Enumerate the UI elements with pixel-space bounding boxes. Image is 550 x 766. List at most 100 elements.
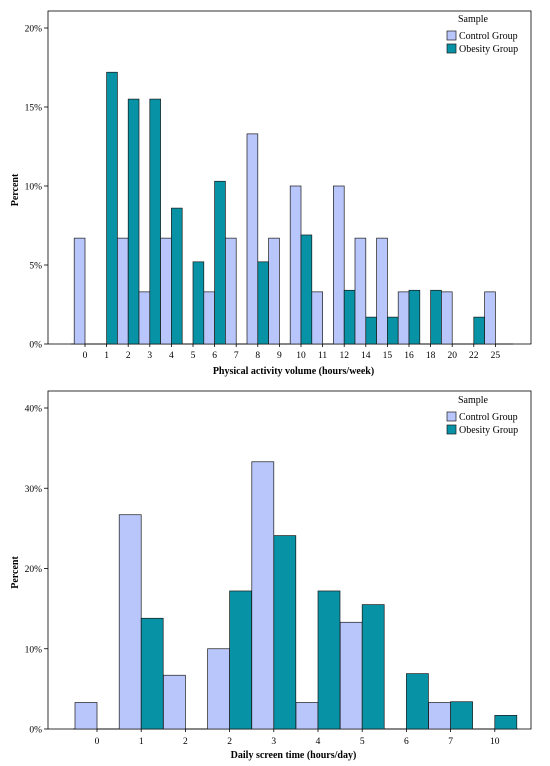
y-axis-label: Percent (10, 173, 21, 206)
bar-control-14 (354, 237, 367, 345)
bar-control-7 (428, 702, 451, 730)
bar-control-16 (397, 291, 410, 345)
y-tick-label: 20% (25, 565, 43, 575)
x-tick-label: 14 (361, 351, 371, 361)
y-tick-label: 30% (25, 485, 43, 495)
x-tick-label: 0 (83, 351, 88, 361)
bar-obesity-22 (473, 316, 485, 345)
x-tick-label: 0 (95, 737, 100, 747)
bar-obesity-2 (229, 590, 252, 730)
bar-obesity-10 (494, 715, 518, 730)
bar-obesity-1 (140, 617, 164, 730)
legend: Sample Control Group Obesity Group (446, 14, 518, 55)
bar-control-2 (207, 648, 230, 730)
bar-control-11 (311, 291, 323, 345)
x-tick-label: 4 (169, 351, 174, 361)
bar-obesity-12 (343, 289, 356, 345)
bar-control-8 (246, 133, 259, 345)
x-tick-label: 6 (212, 351, 217, 361)
chart-2: 0% 10% 20% 30% 40% Percent 0 1 2 2 3 4 5 6 7 10 Daily sc… (10, 390, 532, 761)
bar-control-9 (268, 237, 280, 345)
legend-label-control: Control Group (459, 31, 518, 42)
x-tick-label: 7 (448, 737, 453, 747)
bar-obesity-10 (300, 234, 313, 345)
x-tick-label: 11 (318, 351, 327, 361)
x-tick-label: 15 (383, 351, 393, 361)
legend-title: Sample (458, 14, 489, 25)
bar-obesity-14 (365, 316, 377, 345)
bar-control-3 (138, 291, 151, 345)
x-tick-label: 16 (404, 351, 414, 361)
y-tick-label: 20% (25, 25, 43, 35)
bar-obesity-5 (361, 604, 385, 730)
bar-control-15 (376, 237, 388, 345)
legend-label-obesity: Obesity Group (459, 44, 518, 55)
y-tick-label: 5% (29, 262, 42, 272)
bar-obesity-7 (450, 701, 473, 730)
x-tick-label: 8 (255, 351, 260, 361)
x-tick-label: 5 (191, 351, 196, 361)
legend-label-control: Control Group (459, 412, 518, 423)
y-tick-label: 15% (25, 104, 43, 114)
bar-control-4 (295, 702, 319, 730)
legend-swatch-obesity (446, 424, 457, 435)
x-tick-label: 9 (277, 351, 282, 361)
x-tick-label: 7 (234, 351, 239, 361)
x-tick-label: 25 (491, 351, 501, 361)
y-tick-label: 0% (29, 341, 42, 351)
bar-control-10 (289, 185, 302, 345)
legend-swatch-obesity (446, 43, 457, 54)
bar-obesity-2 (127, 98, 140, 345)
bar-obesity-1 (106, 71, 118, 345)
x-tick-label: 1 (104, 351, 109, 361)
bar-control-1 (118, 514, 142, 730)
y-tick-label: 40% (25, 405, 43, 415)
legend: Sample Control Group Obesity Group (446, 395, 518, 436)
y-tick-label: 10% (25, 183, 43, 193)
x-tick-label: 2 (126, 351, 131, 361)
bar-obesity-4 (317, 590, 341, 730)
x-tick-label: 2 (227, 737, 232, 747)
x-axis-label: Daily screen time (hours/day) (231, 750, 357, 761)
bar-obesity-16 (408, 289, 421, 345)
x-tick-label: 20 (447, 351, 457, 361)
bar-control-12 (333, 185, 345, 345)
x-tick-label: 6 (404, 737, 409, 747)
bar-control-2 (117, 237, 129, 345)
bar-obesity-4 (171, 207, 183, 345)
y-tick-label: 0% (29, 726, 42, 736)
x-tick-label: 18 (426, 351, 436, 361)
bar-control-4 (160, 237, 172, 345)
x-tick-label: 22 (469, 351, 479, 361)
bar-obesity-18 (430, 289, 442, 345)
y-axis-label: Percent (10, 556, 21, 589)
x-tick-label: 3 (271, 737, 276, 747)
x-tick-label: 3 (147, 351, 152, 361)
bar-control-3 (251, 461, 275, 730)
bar-control-0 (73, 237, 86, 345)
x-tick-label: 12 (339, 351, 349, 361)
x-tick-label: 5 (360, 737, 365, 747)
bar-control-2 (163, 674, 186, 730)
x-tick-label: 4 (316, 737, 321, 747)
legend-swatch-control (446, 30, 457, 41)
x-tick-label: 2 (183, 737, 188, 747)
y-tick-label: 10% (25, 645, 43, 655)
bar-obesity-3 (149, 98, 161, 345)
bar-obesity-15 (387, 316, 399, 345)
bar-control-7 (225, 237, 237, 345)
bar-obesity-8 (257, 261, 269, 345)
bar-obesity-6 (214, 180, 226, 345)
bar-obesity-5 (192, 261, 205, 345)
bar-obesity-3 (273, 535, 297, 730)
bar-control-25 (484, 291, 496, 345)
bar-control-5 (339, 621, 363, 730)
x-tick-label: 1 (139, 737, 144, 747)
bar-control-20 (441, 291, 453, 345)
legend-swatch-control (446, 411, 457, 422)
bar-control-6 (203, 291, 215, 345)
x-tick-label: 10 (490, 737, 500, 747)
legend-label-obesity: Obesity Group (459, 425, 518, 436)
